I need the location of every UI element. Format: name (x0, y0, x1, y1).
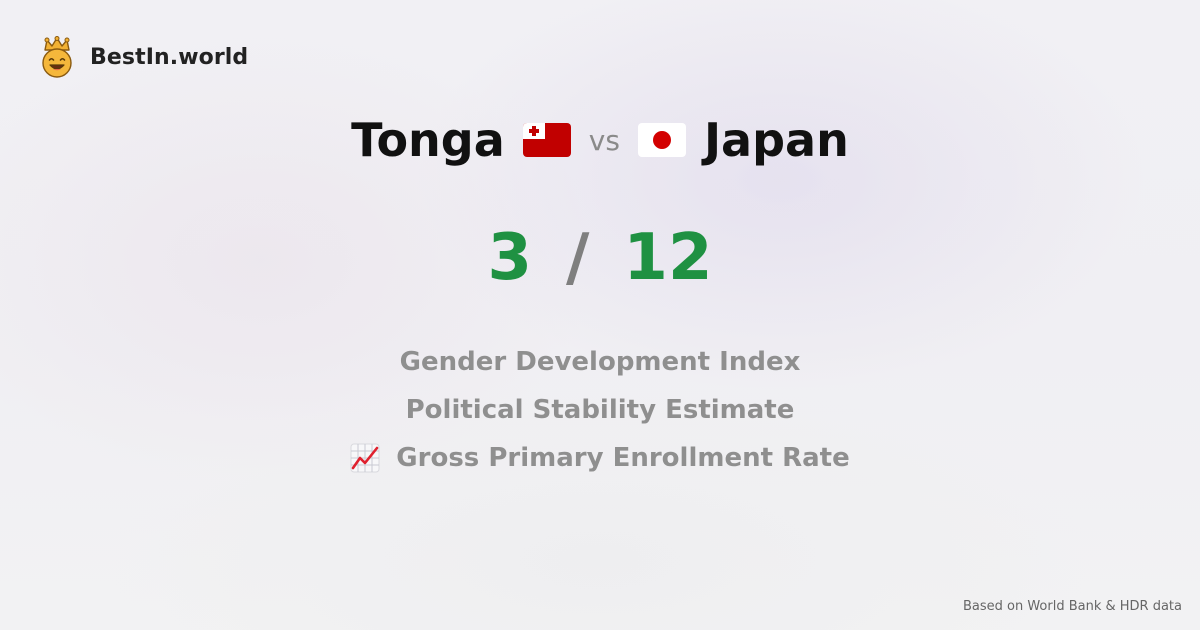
metric-label: Political Stability Estimate (405, 395, 795, 425)
metric-item: Political Stability Estimate (406, 386, 795, 434)
metric-item: Gross Primary Enrollment Rate (350, 434, 850, 482)
comparison-title: Tonga vs Japan (0, 110, 1200, 170)
vs-separator: vs (588, 123, 620, 157)
crown-smiley-icon (42, 36, 72, 78)
country-b-name: Japan (703, 113, 849, 167)
score-b: 12 (623, 221, 713, 295)
score-separator: / (566, 221, 590, 295)
brand-name: BestIn.world (90, 44, 249, 70)
japan-flag-icon (637, 123, 686, 157)
tonga-flag-icon (522, 123, 571, 157)
country-a-name: Tonga (351, 113, 505, 167)
score: 3 / 12 (0, 220, 1200, 296)
metric-list: Gender Development Index Political Stabi… (0, 338, 1200, 482)
source-note: Based on World Bank & HDR data (962, 599, 1182, 614)
metric-label: Gender Development Index (399, 347, 801, 377)
metric-label: Gross Primary Enrollment Rate (396, 443, 850, 473)
score-a: 3 (487, 221, 533, 295)
metric-item: Gender Development Index (400, 338, 801, 386)
chart-increasing-icon (350, 443, 380, 473)
brand[interactable]: BestIn.world (38, 36, 248, 78)
